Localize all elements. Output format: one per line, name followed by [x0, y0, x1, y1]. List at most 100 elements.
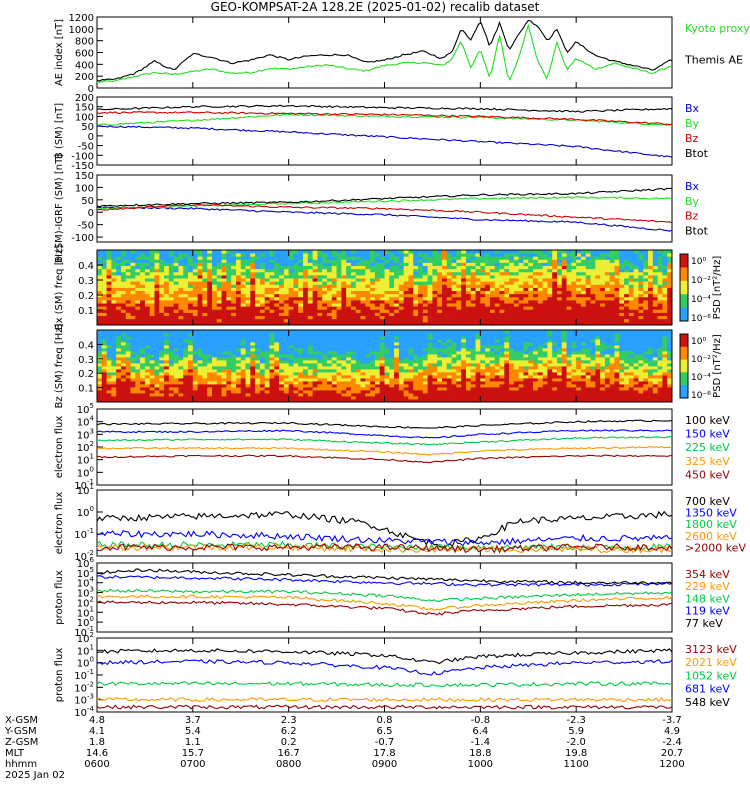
heatmap-cell	[164, 375, 170, 379]
heatmap-cell	[317, 306, 323, 310]
heatmap-cell	[125, 330, 131, 334]
heatmap-cell	[422, 309, 429, 313]
heatmap-cell	[197, 293, 203, 298]
heatmap-cell	[619, 278, 625, 282]
heatmap-cell	[303, 354, 309, 358]
heatmap-cell	[418, 268, 424, 273]
heatmap-cell	[168, 345, 175, 349]
heatmap-cell	[609, 315, 615, 320]
heatmap-cell	[130, 369, 136, 373]
heatmap-cell	[566, 306, 572, 310]
heatmap-cell	[202, 318, 208, 323]
heatmap-cell	[192, 351, 199, 355]
heatmap-cell	[365, 321, 371, 326]
heatmap-cell	[183, 354, 189, 358]
heatmap-cell	[216, 369, 222, 373]
heatmap-cell	[303, 378, 309, 382]
heatmap-cell	[360, 333, 366, 337]
heatmap-cell	[374, 357, 381, 361]
heatmap-cell	[422, 271, 429, 276]
heatmap-cell	[379, 375, 385, 379]
heatmap-cell	[250, 354, 256, 358]
heatmap-cell	[226, 318, 232, 323]
heatmap-cell	[298, 259, 304, 263]
heatmap-cell	[485, 296, 491, 301]
heatmap-cell	[432, 363, 438, 367]
heatmap-cell	[130, 345, 136, 349]
heatmap-cell	[97, 250, 103, 254]
heatmap-cell	[140, 271, 146, 276]
heatmap-cell	[633, 256, 639, 260]
heatmap-cell	[403, 281, 409, 285]
heatmap-cell	[360, 303, 366, 307]
heatmap-cell	[312, 256, 318, 260]
heatmap-cell	[120, 259, 127, 263]
heatmap-cell	[192, 265, 199, 270]
heatmap-cell	[125, 253, 131, 257]
heatmap-cell	[667, 271, 673, 276]
heatmap-cell	[144, 393, 151, 397]
heatmap-cell	[350, 375, 357, 379]
heatmap-cell	[446, 372, 452, 376]
heatmap-cell	[226, 345, 232, 349]
heatmap-cell	[235, 321, 242, 326]
heatmap-cell	[667, 250, 673, 254]
heatmap-cell	[595, 278, 601, 282]
heatmap-cell	[255, 384, 261, 388]
heatmap-cell	[159, 287, 165, 292]
heatmap-cell	[489, 262, 496, 267]
heatmap-cell	[168, 378, 175, 382]
heatmap-cell	[130, 387, 136, 391]
heatmap-cell	[336, 342, 342, 346]
heatmap-cell	[303, 318, 309, 323]
heatmap-cell	[628, 284, 635, 288]
heatmap-cell	[274, 271, 280, 276]
heatmap-cell	[590, 256, 596, 260]
heatmap-cell	[144, 396, 151, 400]
heatmap-cell	[111, 281, 117, 285]
heatmap-cell	[269, 315, 275, 320]
heatmap-cell	[480, 303, 486, 307]
heatmap-cell	[298, 318, 304, 323]
heatmap-cell	[595, 290, 601, 295]
heatmap-cell	[135, 330, 141, 334]
heatmap-cell	[346, 369, 352, 373]
heatmap-cell	[264, 315, 270, 320]
heatmap-cell	[144, 268, 151, 273]
heatmap-cell	[240, 290, 246, 295]
heatmap-cell	[628, 268, 635, 273]
heatmap-cell	[164, 284, 170, 288]
heatmap-cell	[173, 342, 179, 346]
heatmap-cell	[279, 399, 285, 403]
heatmap-cell	[336, 309, 342, 313]
heatmap-cell	[432, 351, 438, 355]
heatmap-cell	[125, 284, 131, 288]
heatmap-cell	[245, 357, 251, 361]
heatmap-cell	[231, 278, 237, 282]
heatmap-cell	[619, 284, 625, 288]
heatmap-cell	[221, 342, 227, 346]
heatmap-cell	[403, 284, 409, 288]
heatmap-cell	[533, 287, 539, 292]
heatmap-cell	[528, 262, 534, 267]
heatmap-cell	[235, 318, 242, 323]
heatmap-cell	[648, 250, 654, 254]
heatmap-cell	[197, 342, 203, 346]
heatmap-cell	[370, 287, 376, 292]
heatmap-cell	[159, 303, 165, 307]
heatmap-cell	[652, 290, 659, 295]
heatmap-cell	[422, 330, 429, 334]
heatmap-cell	[509, 287, 515, 292]
heatmap-cell	[489, 309, 496, 313]
heatmap-cell	[561, 259, 567, 263]
heatmap-cell	[638, 278, 644, 282]
heatmap-cell	[346, 357, 352, 361]
heatmap-cell	[485, 300, 491, 304]
heatmap-cell	[523, 281, 529, 285]
heatmap-cell	[307, 372, 314, 376]
heatmap-cell	[140, 393, 146, 397]
heatmap-cell	[667, 253, 673, 257]
heatmap-cell	[106, 300, 112, 304]
heatmap-cell	[327, 393, 333, 397]
heatmap-cell	[461, 369, 467, 373]
